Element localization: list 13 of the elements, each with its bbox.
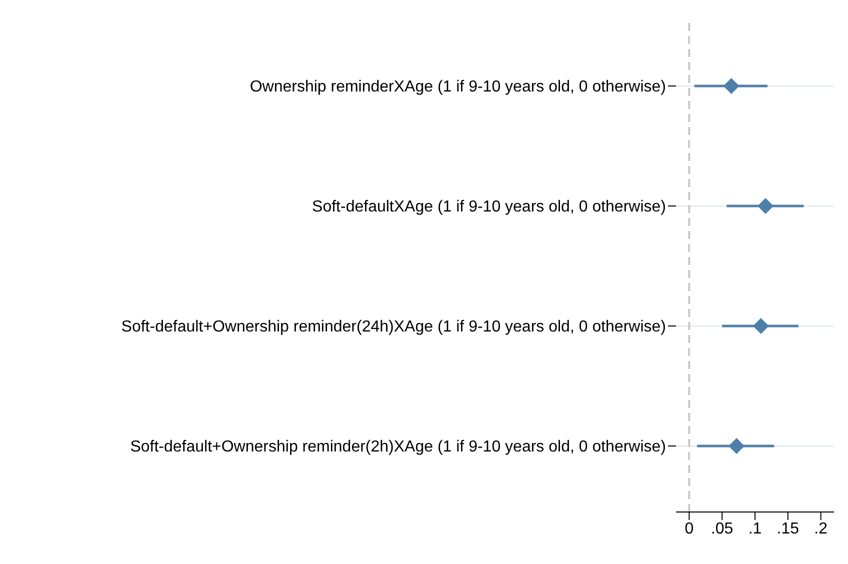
x-tick-label: .05: [710, 520, 734, 538]
x-tick-label: .1: [748, 520, 762, 538]
x-tick-label: 0: [684, 520, 694, 538]
point: [728, 438, 745, 454]
y-tick-label: Ownership reminderXAge (1 if 9-10 years old, 0 otherwise): [250, 78, 666, 96]
y-tick-label: Soft-default+Ownership reminder(24h)XAge (1 if 9-10 years old, 0 otherwise): [121, 318, 666, 336]
x-tick-label: .2: [814, 520, 828, 538]
point: [752, 318, 769, 334]
y-tick-label: Soft-defaultXAge (1 if 9-10 years old, 0 otherwise): [312, 198, 666, 216]
point: [758, 198, 774, 214]
x-tick-label: .15: [776, 520, 800, 538]
y-tick-label: Soft-default+Ownership reminder(2h)XAge (1 if 9-10 years old, 0 otherwise): [130, 438, 666, 456]
point: [723, 78, 740, 94]
